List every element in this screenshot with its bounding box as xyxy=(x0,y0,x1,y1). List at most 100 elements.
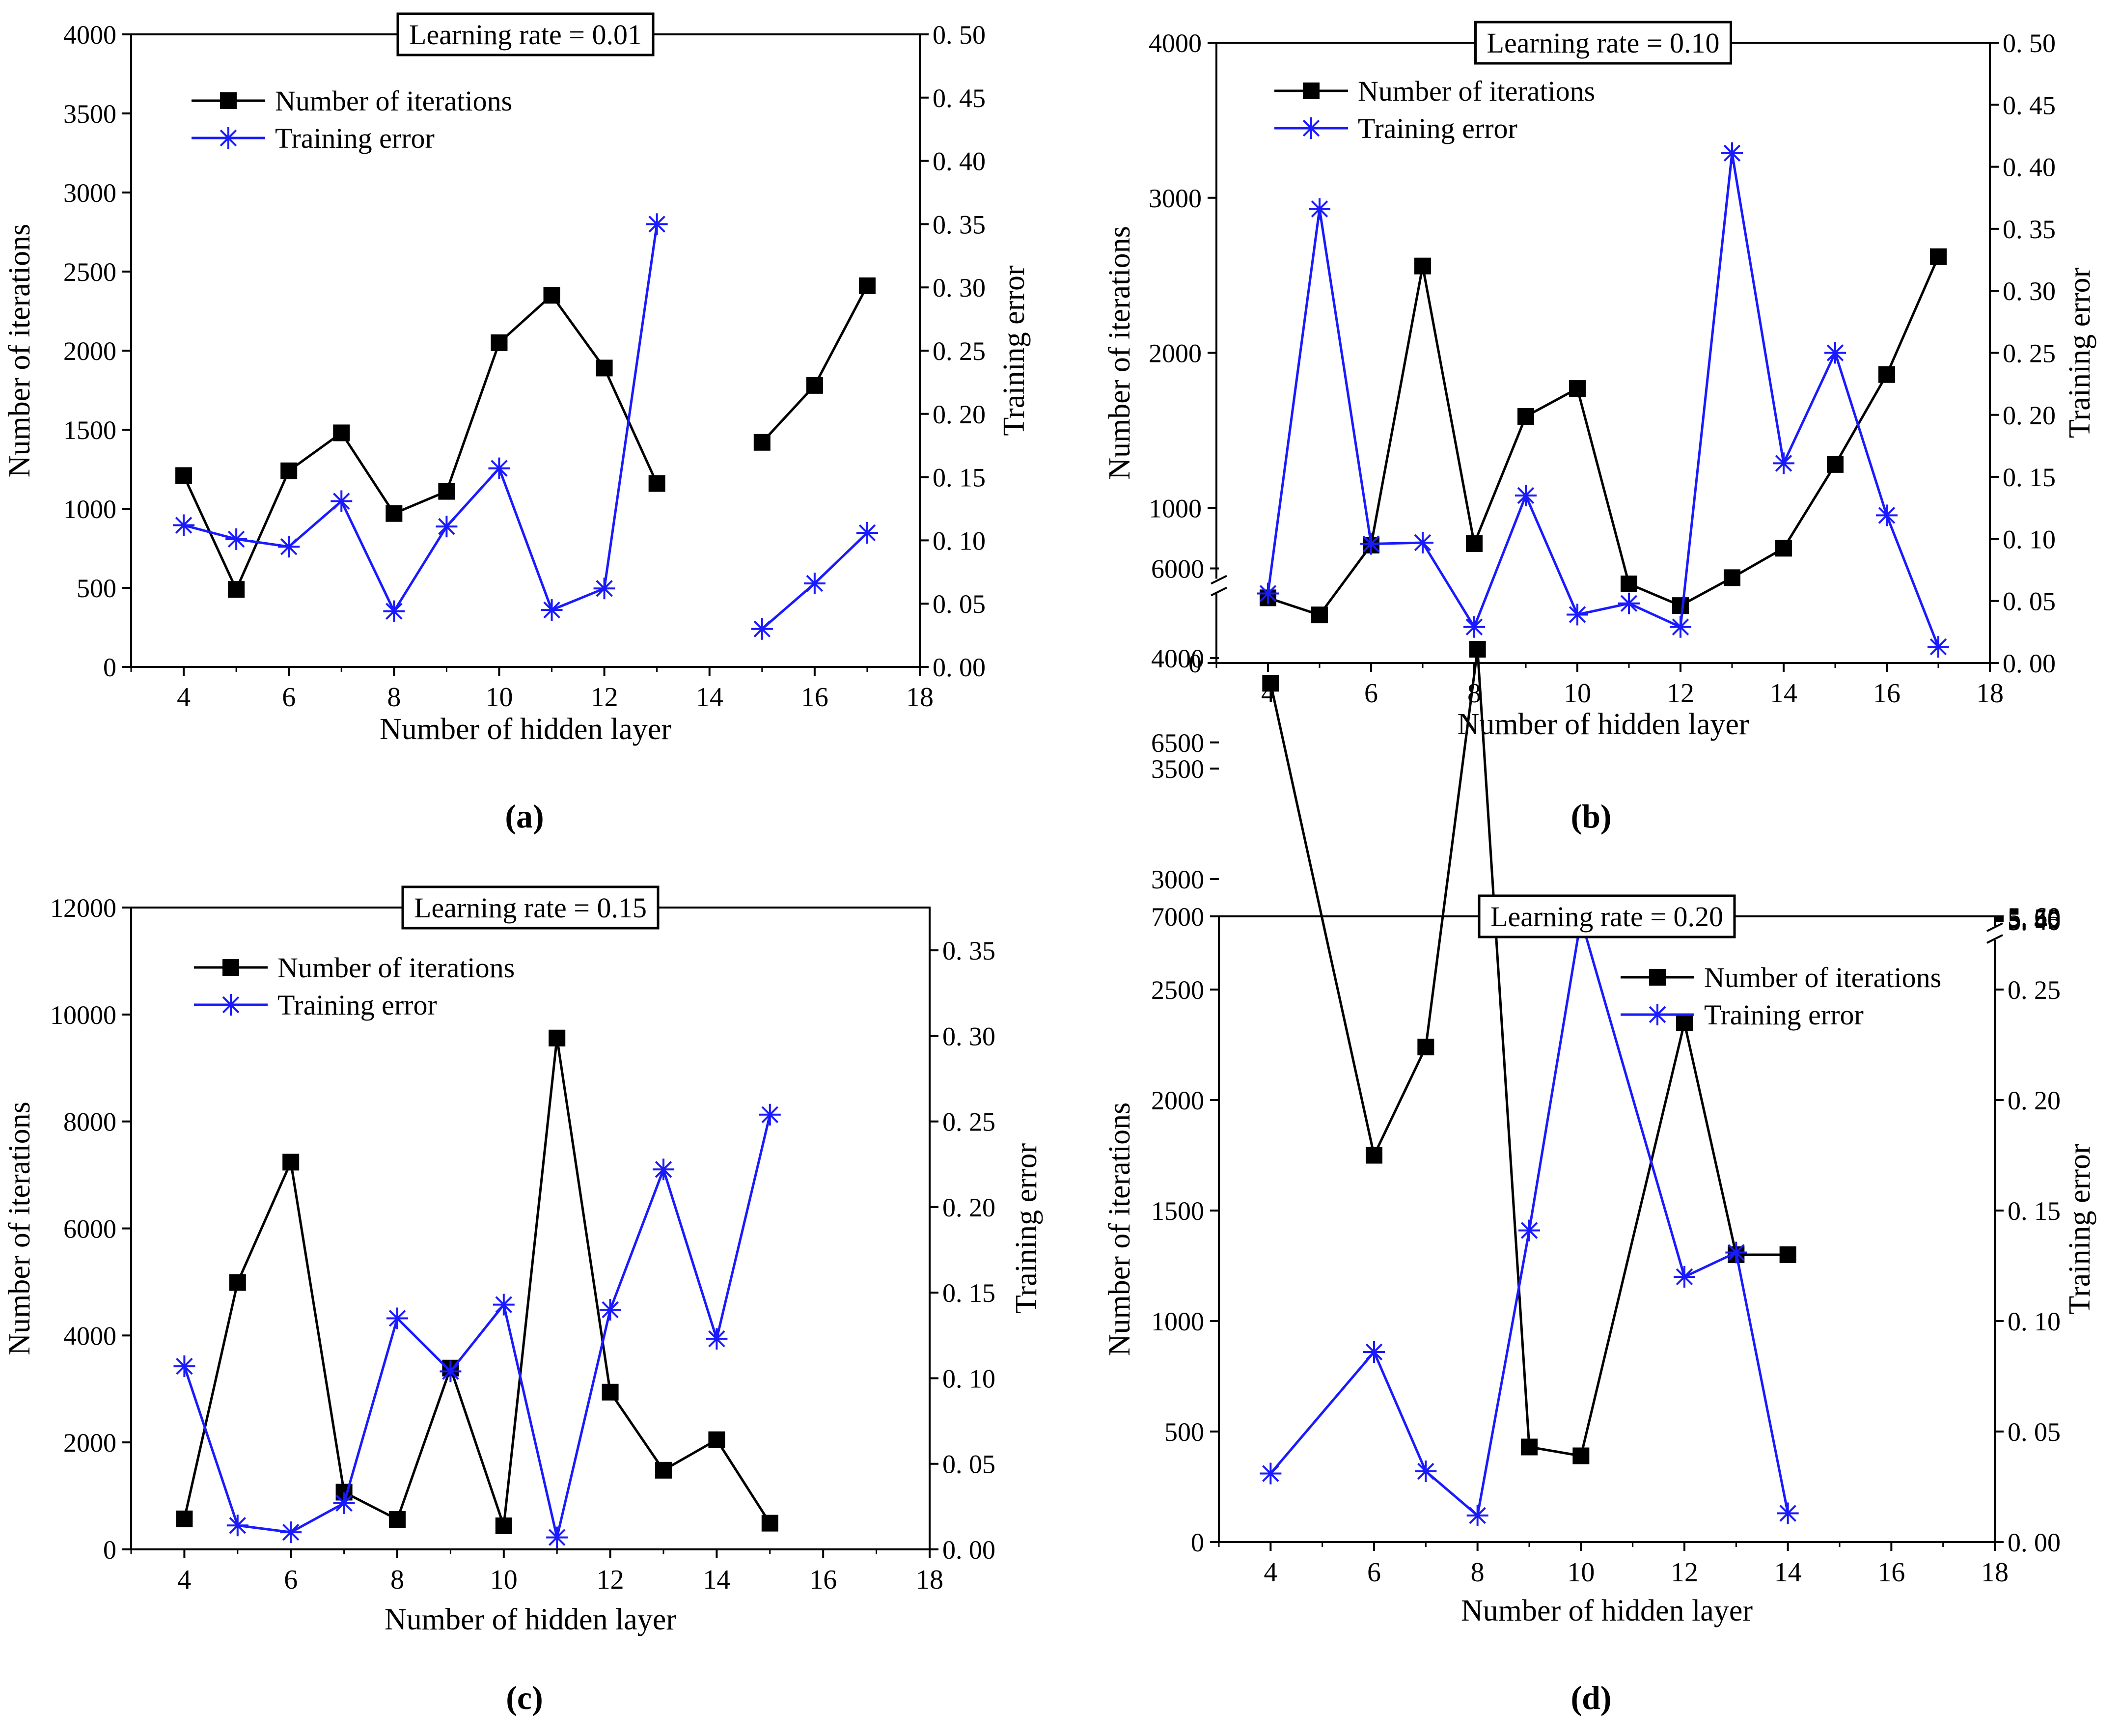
x-tick-label: 14 xyxy=(696,682,723,713)
y-left-tick-label: 0 xyxy=(1188,649,1202,678)
chart-title-box: Learning rate = 0.10 xyxy=(1474,21,1732,65)
series-training-error xyxy=(173,1103,781,1548)
legend-marker-square xyxy=(220,92,237,109)
y-left-tick-label: 12000 xyxy=(50,893,116,923)
legend-marker-square xyxy=(1649,969,1666,986)
y-left-tick-label: 1000 xyxy=(63,495,116,524)
data-point-square xyxy=(596,359,613,377)
y-right-tick-label: 0. 45 xyxy=(933,83,986,113)
y-right-tick-label: 5. 50 xyxy=(2008,905,2061,934)
data-point-square xyxy=(761,1515,778,1532)
data-point-asterisk xyxy=(541,599,563,621)
x-tick-label: 12 xyxy=(591,682,618,713)
data-point-asterisk xyxy=(488,457,510,479)
x-tick-label: 6 xyxy=(284,1565,298,1595)
data-point-square xyxy=(176,1510,193,1527)
legend: Number of iterations Training error xyxy=(192,85,512,154)
y-right-tick-label: 0. 00 xyxy=(933,653,986,682)
data-point-asterisk xyxy=(1412,531,1433,553)
y-right-tick-label: 0. 50 xyxy=(933,20,986,50)
y-right-tick-label: 0. 15 xyxy=(942,1278,995,1308)
data-point-asterisk xyxy=(706,1328,728,1350)
panel-d: 4 6 8 10 12 14 16 18 0 500 1000 1500 2000 2500 3000 350… xyxy=(1103,554,2096,1717)
data-point-asterisk xyxy=(386,1307,408,1329)
y-right-tick-label: 0. 25 xyxy=(942,1107,995,1137)
chart-title-box: Learning rate = 0.20 xyxy=(1478,894,1736,938)
y-right-tick-label: 5. 40 xyxy=(2008,907,2061,936)
legend-marker-asterisk xyxy=(1300,117,1322,139)
y-right-tick-label: 0. 20 xyxy=(2003,401,2056,430)
data-point-asterisk xyxy=(1670,616,1691,638)
y-left-tick-label: 8000 xyxy=(63,1107,116,1137)
legend-label: Training error xyxy=(1358,112,1517,144)
series-line xyxy=(183,1038,771,1526)
y-left-tick-label: 6000 xyxy=(63,1214,116,1244)
series-training-error xyxy=(173,213,878,640)
data-point-asterisk xyxy=(856,522,878,544)
data-point-asterisk xyxy=(803,572,826,594)
x-tick-label: 14 xyxy=(1770,678,1797,709)
y-right-tick-label: 0. 05 xyxy=(942,1450,995,1479)
data-point-asterisk xyxy=(653,1158,674,1181)
y-left-tick-label: 6500 xyxy=(1151,728,1204,758)
y-right-tick-label: 0. 10 xyxy=(2003,524,2056,554)
y-left-tick-label: 4000 xyxy=(63,1321,116,1350)
data-point-asterisk xyxy=(1618,592,1640,614)
legend-label: Training error xyxy=(1704,999,1864,1031)
x-tick-label: 4 xyxy=(177,1565,191,1595)
y-left-tick-label: 3500 xyxy=(63,99,116,129)
y-right-tick-label: 0. 15 xyxy=(2008,1196,2061,1226)
y-right-tick-label: 0. 30 xyxy=(942,1021,995,1051)
data-point-square xyxy=(1517,408,1534,425)
series-line xyxy=(1267,153,1940,648)
data-point-square xyxy=(1569,380,1586,397)
x-tick-label: 18 xyxy=(906,682,934,713)
data-point-asterisk xyxy=(759,1103,781,1126)
data-point-square xyxy=(1262,675,1279,692)
data-point-asterisk xyxy=(225,528,248,550)
data-point-square xyxy=(229,1274,246,1291)
x-tick-label: 14 xyxy=(703,1565,730,1595)
series-iterations xyxy=(175,277,876,598)
x-tick-label: 4 xyxy=(177,682,191,713)
data-point-asterisk xyxy=(1518,1219,1540,1241)
series-line xyxy=(1267,256,1940,617)
legend-label: Number of iterations xyxy=(275,85,512,117)
data-point-square xyxy=(175,467,193,484)
y-left-tick-label: 0 xyxy=(103,1535,116,1565)
x-axis-label: Number of hidden layer xyxy=(1461,1594,1753,1627)
data-point-asterisk xyxy=(1260,1462,1282,1485)
series-training-error xyxy=(1257,142,1949,658)
y-right-axis-label: Training error xyxy=(2063,268,2096,439)
x-tick-label: 6 xyxy=(1367,1557,1381,1588)
data-point-square xyxy=(708,1431,725,1448)
data-point-square xyxy=(1572,1447,1590,1464)
y-right-axis-label: Training error xyxy=(997,265,1031,436)
y-right-tick-label: 0. 35 xyxy=(2003,215,2056,244)
panel-label: (b) xyxy=(1570,798,1611,835)
y-right-tick-label: 0. 20 xyxy=(933,400,986,429)
data-point-square xyxy=(389,1511,406,1528)
data-point-asterisk xyxy=(280,1521,302,1543)
y-right-axis-label: Training error xyxy=(1010,1143,1043,1314)
data-point-square xyxy=(549,1029,566,1047)
x-tick-label: 10 xyxy=(1564,678,1591,709)
axis-break-mark xyxy=(1986,922,2003,932)
x-tick-label: 6 xyxy=(282,682,296,713)
panel-label: (c) xyxy=(506,1679,543,1716)
chart-title: Learning rate = 0.10 xyxy=(1487,27,1720,59)
legend: Number of iterations Training error xyxy=(1621,962,1941,1031)
axis-break-mark xyxy=(1986,934,2003,944)
x-tick-label: 8 xyxy=(390,1565,404,1595)
y-left-tick-label: 4000 xyxy=(63,20,116,50)
legend-label: Number of iterations xyxy=(1358,75,1595,107)
y-right-tick-label: 0. 35 xyxy=(933,210,986,239)
y-left-tick-label: 4000 xyxy=(1151,644,1204,673)
x-tick-label: 8 xyxy=(1471,1557,1485,1588)
y-left-tick-label: 10000 xyxy=(50,1000,116,1030)
y-left-tick-label: 1000 xyxy=(1151,1307,1204,1336)
data-point-asterisk xyxy=(593,578,615,600)
y-right-tick-label: 0. 30 xyxy=(933,273,986,303)
y-left-tick-label: 500 xyxy=(77,574,116,603)
